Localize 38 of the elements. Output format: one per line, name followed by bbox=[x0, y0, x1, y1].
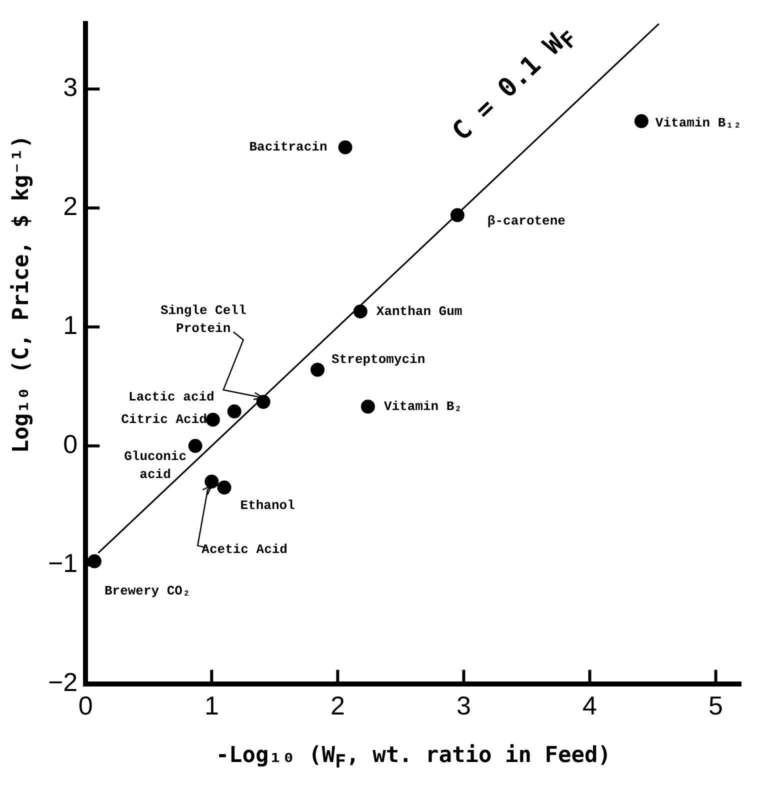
annotation: Vitamin B₁₂ bbox=[655, 115, 742, 130]
point bbox=[634, 114, 648, 128]
y-tick-label: −1 bbox=[48, 548, 78, 578]
point bbox=[310, 362, 325, 377]
y-tick-label: −2 bbox=[48, 666, 78, 697]
annotation: Bacitracin bbox=[249, 140, 328, 155]
x-tick-label: 1 bbox=[204, 690, 219, 721]
point bbox=[338, 140, 352, 154]
annotation: Streptomycin bbox=[332, 352, 426, 368]
point bbox=[450, 208, 464, 222]
annotation: Brewery CO₂ bbox=[104, 584, 190, 599]
y-axis-title: Log₁₀ (C, Price, $ kg⁻¹) bbox=[8, 134, 34, 453]
x-axis-title: -Log₁₀ (W$_{F}$, wt. ratio in Feed) bbox=[216, 743, 611, 772]
x-tick-label: 2 bbox=[330, 690, 345, 721]
y-tick-label: 1 bbox=[63, 310, 78, 340]
annotation: β-carotene bbox=[487, 213, 566, 228]
point bbox=[204, 474, 219, 489]
x-tick-label: 5 bbox=[708, 690, 724, 721]
point bbox=[206, 412, 220, 427]
annotation: Acetic Acid bbox=[202, 542, 288, 557]
point bbox=[227, 404, 242, 418]
annotation: Vitamin B₂ bbox=[384, 398, 462, 414]
point bbox=[188, 438, 202, 453]
annotation: Gluconic acid bbox=[124, 449, 187, 482]
point bbox=[256, 394, 270, 409]
point bbox=[360, 400, 375, 414]
annotation: Ethanol bbox=[240, 498, 296, 513]
y-tick-label: 0 bbox=[63, 429, 78, 460]
y-tick-label: 2 bbox=[63, 191, 78, 222]
point bbox=[353, 304, 368, 318]
y-tick-label: 3 bbox=[63, 72, 78, 102]
annotation: Single Cell Protein bbox=[160, 303, 246, 336]
annotation: Citric Acid bbox=[121, 412, 207, 427]
annotation: Lactic acid bbox=[128, 390, 214, 405]
x-tick-label: 3 bbox=[456, 690, 471, 721]
x-tick-label: 4 bbox=[582, 690, 597, 721]
point bbox=[217, 480, 232, 495]
annotation: Xanthan Gum bbox=[376, 304, 462, 319]
